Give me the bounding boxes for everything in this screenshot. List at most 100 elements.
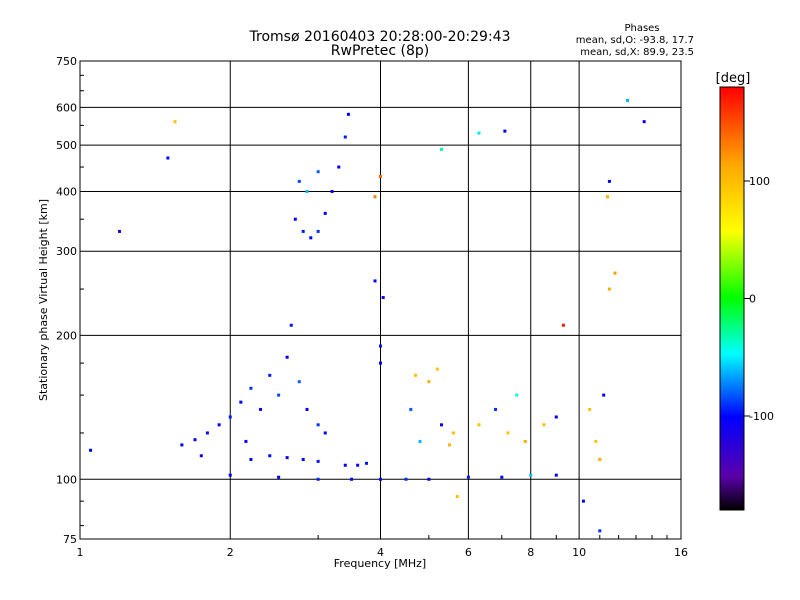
data-point [217,423,221,427]
data-point [285,355,289,359]
data-point [642,120,646,124]
data-point [413,373,417,377]
data-point [500,475,504,479]
y-tick-label: 400 [56,185,77,198]
data-point [427,380,431,384]
data-point [285,456,289,460]
data-point [379,174,382,178]
data-point [581,499,585,503]
data-point [379,344,382,348]
grid-layer [80,61,681,539]
data-point [477,131,481,135]
data-point [409,407,413,411]
data-point [346,112,350,116]
data-point [455,495,459,499]
data-point [418,439,422,443]
x-tick-label: 4 [377,546,384,559]
data-point [193,438,197,442]
data-point [440,147,444,151]
chart-title: Tromsø 20160403 20:28:00-20:29:43 [249,29,511,45]
x-tick-label: 2 [227,546,234,559]
stats-line-x: mean, sd,X: 89.9, 23.5 [580,47,694,58]
data-point [239,400,243,404]
chart-subtitle: RwPretec (8p) [331,43,429,59]
colorbar-tick-label: -100 [749,410,774,423]
data-point [451,431,455,435]
y-tick-label: 75 [63,533,77,546]
data-point [309,236,313,240]
x-axis-label: Frequency [MHz] [334,557,426,570]
stats-line-o: mean, sd,O: -93.8, 17.7 [576,35,694,46]
data-point [316,170,320,174]
data-point [259,407,263,411]
x-tick-label: 10 [572,546,586,559]
data-point [477,423,481,427]
data-point [199,454,203,458]
data-point [323,211,327,215]
data-point [607,179,611,183]
data-point [379,477,382,481]
data-point [301,229,305,233]
data-point [373,195,377,199]
data-point [228,473,232,477]
data-point [244,439,248,443]
data-point [180,443,184,447]
x-tick-label: 1 [77,546,84,559]
data-point [316,229,320,233]
data-point [506,431,510,435]
data-point [205,431,209,435]
data-point [440,423,444,427]
data-point [118,229,122,233]
data-point [606,195,610,199]
data-point [301,457,305,461]
data-point [343,135,347,139]
data-point [523,439,527,443]
y-tick-label: 600 [56,101,77,114]
data-point [466,475,470,479]
data-point [293,217,297,221]
data-point [305,189,309,193]
data-point [448,443,452,447]
y-tick-label: 300 [56,245,77,258]
data-point [427,477,431,481]
data-point [602,393,606,397]
data-point [598,529,602,533]
data-point [289,323,293,327]
colorbar-tick-label: 100 [749,175,770,188]
stats-header: Phases [624,23,659,34]
data-point [373,279,377,283]
data-point [404,477,408,481]
data-point [379,361,382,365]
tick-layer: 1 2 4 6 8 10 16 75 100 200 300 400 500 600 750 [56,55,688,559]
data-point [561,323,565,327]
x-tick-label: 6 [465,546,472,559]
data-point [613,271,617,275]
data-point [89,448,93,452]
data-point [625,99,629,103]
data-point [343,463,347,467]
colorbar-tick-label: 0 [749,293,756,306]
data-point [277,393,281,397]
y-axis-label: Stationary phase Virtual Height [km] [37,199,50,401]
colorbar [719,86,745,511]
data-point [316,423,320,427]
data-point [381,296,385,300]
data-point [588,407,592,411]
data-point [268,454,272,458]
data-point [542,423,546,427]
x-tick-label: 8 [527,546,534,559]
data-point [365,461,369,465]
data-point [316,459,320,463]
data-point [323,431,327,435]
data-point [305,407,309,411]
data-point [607,287,611,291]
data-point [316,477,320,481]
data-point [228,415,232,419]
data-point [297,179,301,183]
data-points [89,99,646,533]
y-tick-label: 750 [56,55,77,68]
x-tick-label: 16 [674,546,688,559]
data-point [594,439,598,443]
data-point [598,457,602,461]
